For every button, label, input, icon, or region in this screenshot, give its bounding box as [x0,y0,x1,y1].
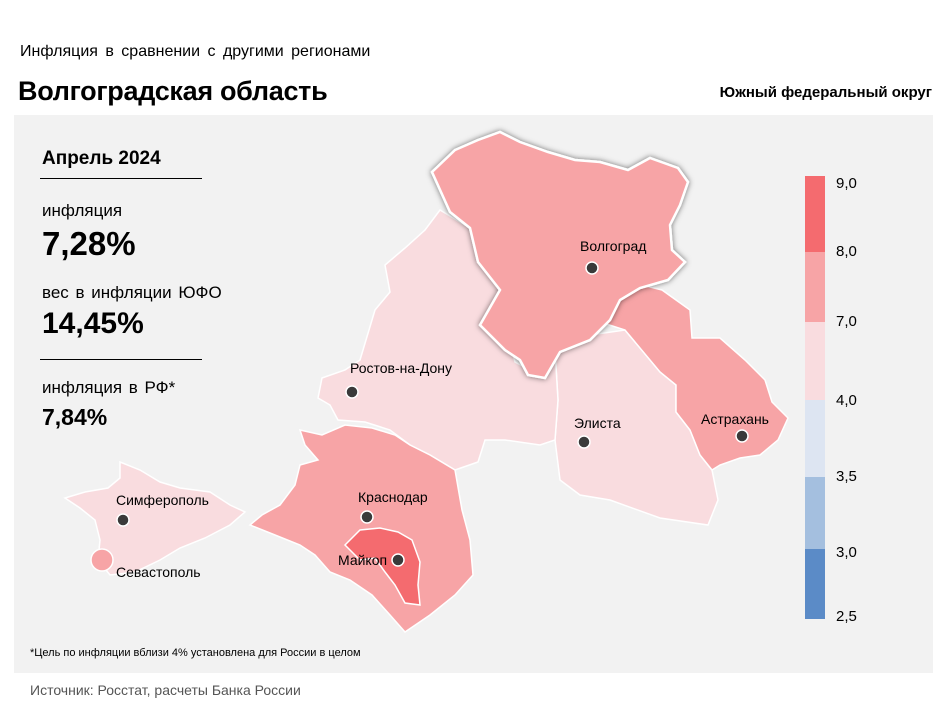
rf-inflation-value: 7,84% [42,404,108,430]
region-crimea[interactable] [63,460,247,576]
legend-tick: 3,5 [836,468,857,485]
legend-tick: 7,0 [836,313,857,330]
legend-tick: 3,0 [836,544,857,561]
city-marker-elista [577,435,591,449]
weight-label: вес в инфляции ЮФО [42,283,222,302]
city-label-astrakhan: Астрахань [701,411,769,427]
period-label: Апрель 2024 [42,148,161,169]
city-label-maykop: Майкоп [338,552,387,568]
region-adygea[interactable] [343,527,421,606]
page-title: Волгоградская область [18,76,328,106]
city-marker-volgograd [585,261,599,275]
city-marker-rostov [345,385,359,399]
legend-bin-8-9 [805,176,825,252]
region-astrakhan[interactable] [599,281,789,471]
city-label-simferopol: Симферополь [116,492,209,508]
city-label-sevastopol: Севастополь [116,564,201,580]
city-label-rostov: Ростов-на-Дону [350,360,452,376]
city-marker-maykop [391,553,405,567]
legend-bin-7-8 [805,252,825,322]
legend-bin-25-3 [805,549,825,619]
divider-bottom [40,359,202,360]
inflation-value: 7,28% [42,225,136,262]
page-subtitle: Инфляция в сравнении с другими регионами [20,43,371,60]
legend-bin-35-4 [805,400,825,477]
region-volgograd[interactable] [430,130,690,380]
district-label: Южный федеральный округ [719,84,932,101]
legend-tick: 2,5 [836,608,857,625]
city-marker-krasnodar [360,510,374,524]
legend-bin-3-35 [805,477,825,549]
legend-tick: 4,0 [836,392,857,409]
city-label-volgograd: Волгоград [580,238,646,254]
city-marker-astrakhan [735,429,749,443]
weight-value: 14,45% [42,307,144,340]
legend-tick: 9,0 [836,175,857,192]
legend: 9,0 8,0 7,0 4,0 3,5 3,0 2,5 [805,175,857,625]
region-sevastopol[interactable] [90,548,114,572]
footnote: *Цель по инфляции вблизи 4% установлена … [30,647,361,659]
inflation-label: инфляция [42,201,123,220]
divider-top [40,178,202,179]
city-label-elista: Элиста [574,415,621,431]
legend-bin-4-7 [805,322,825,400]
city-label-krasnodar: Краснодар [358,489,428,505]
city-marker-simferopol [116,513,130,527]
legend-tick: 8,0 [836,243,857,260]
source-note: Источник: Росстат, расчеты Банка России [30,682,301,698]
rf-inflation-label: инфляция в РФ* [42,378,176,397]
